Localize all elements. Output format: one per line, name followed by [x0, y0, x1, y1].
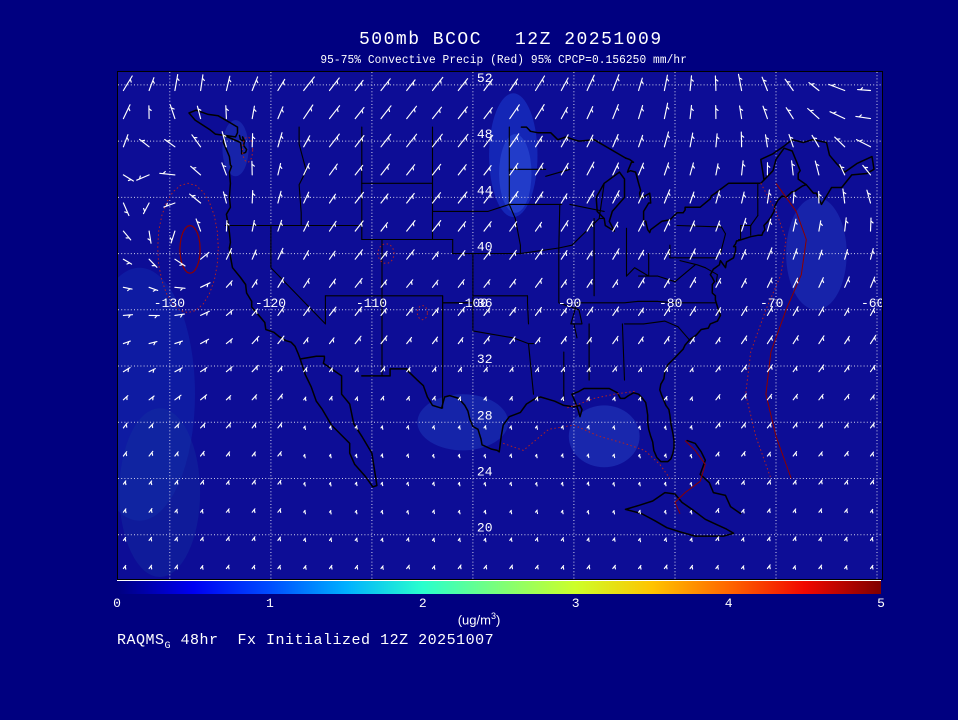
svg-text:32: 32	[477, 352, 493, 367]
svg-text:24: 24	[477, 465, 493, 480]
svg-text:-60: -60	[861, 296, 882, 311]
svg-text:40: 40	[477, 240, 493, 255]
svg-text:36: 36	[477, 296, 493, 311]
svg-text:44: 44	[477, 183, 493, 198]
svg-text:52: 52	[477, 72, 493, 86]
svg-text:-110: -110	[356, 296, 387, 311]
svg-text:48: 48	[477, 127, 493, 142]
svg-text:28: 28	[477, 408, 493, 423]
svg-text:20: 20	[477, 521, 493, 536]
svg-text:-80: -80	[659, 296, 682, 311]
svg-text:-120: -120	[255, 296, 286, 311]
svg-text:-70: -70	[760, 296, 783, 311]
svg-text:-130: -130	[154, 296, 185, 311]
svg-text:-90: -90	[558, 296, 581, 311]
